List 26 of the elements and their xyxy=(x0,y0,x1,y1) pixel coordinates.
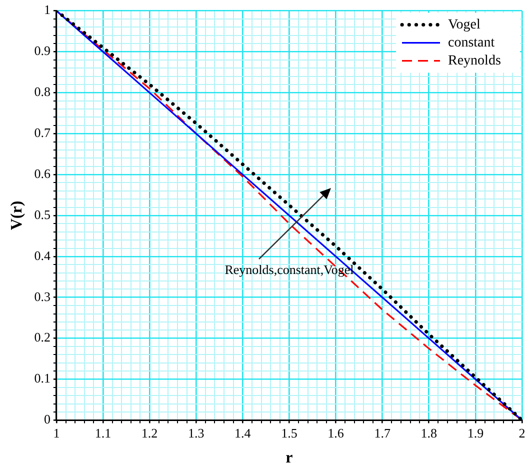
x-tick-label: 1.4 xyxy=(234,425,252,440)
y-tick-label: 0 xyxy=(44,412,50,427)
x-tick-label: 1.7 xyxy=(374,425,391,440)
y-tick-label: 1 xyxy=(44,2,50,18)
legend-label: Reynolds xyxy=(448,53,501,68)
legend-label: constant xyxy=(448,35,495,50)
y-tick-label: 0.8 xyxy=(34,84,50,100)
y-tick-label: 0.6 xyxy=(34,166,51,181)
x-tick-label: 1.1 xyxy=(94,425,112,440)
y-tick-label: 0.7 xyxy=(34,125,51,140)
x-tick-label: 1.8 xyxy=(420,425,438,440)
y-tick-label: 0.2 xyxy=(34,330,50,345)
y-axis-title: V(r) xyxy=(8,200,26,230)
y-tick-label: 0.3 xyxy=(34,288,50,304)
x-axis-title: r xyxy=(286,450,293,467)
legend-label: Vogel xyxy=(448,17,481,32)
x-tick-label: 1.6 xyxy=(328,425,344,440)
y-tick-label: 0.1 xyxy=(34,370,50,386)
y-tick-label: 0.4 xyxy=(34,248,51,263)
x-tick-label: 1.2 xyxy=(141,425,158,440)
x-tick-label: 1.9 xyxy=(467,425,484,440)
y-tick-label: 0.9 xyxy=(34,43,50,58)
x-tick-label: 1.3 xyxy=(188,425,204,440)
y-tick-label: 0.5 xyxy=(34,206,50,222)
x-tick-label: 2 xyxy=(518,425,526,440)
x-tick-label: 1.5 xyxy=(281,425,298,440)
